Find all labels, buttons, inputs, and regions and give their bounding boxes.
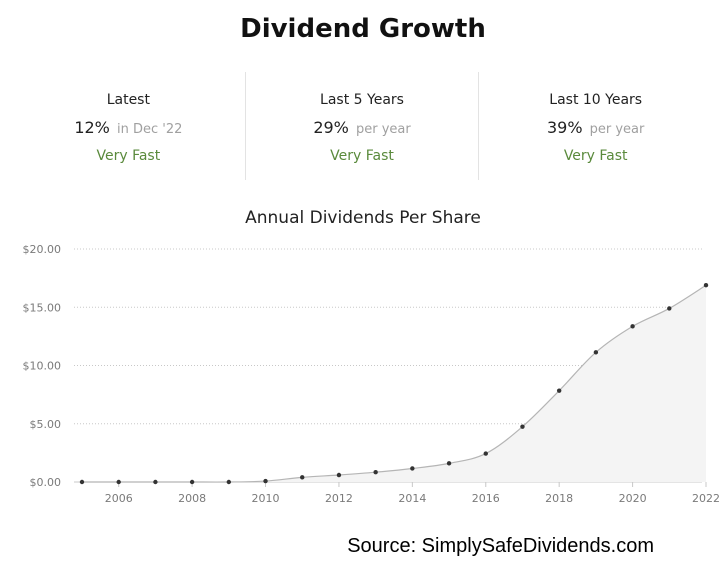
growth-stats: Latest 12% in Dec '22 Very Fast Last 5 Y… [12, 72, 712, 180]
page-title: Dividend Growth [240, 14, 486, 44]
x-tick-label: 2020 [619, 492, 647, 505]
stat-label: Latest [106, 92, 150, 108]
x-tick-label: 2012 [325, 492, 353, 505]
stat-value: 29% [313, 118, 349, 137]
x-tick-label: 2010 [252, 492, 280, 505]
data-point [336, 472, 342, 478]
stat-last-5-years: Last 5 Years 29% per year Very Fast [244, 72, 479, 180]
y-tick-label: $0.00 [30, 476, 62, 489]
stat-label: Last 10 Years [549, 92, 643, 108]
y-tick-label: $10.00 [23, 360, 62, 373]
data-point [556, 388, 562, 393]
data-point [593, 350, 599, 355]
y-tick-label: $5.00 [30, 418, 62, 431]
data-point [226, 479, 232, 485]
stat-value: 39% [546, 118, 583, 137]
chart-title: Annual Dividends Per Share [245, 208, 481, 228]
stat-last-10-years: Last 10 Years 39% per year Very Fast [478, 72, 712, 180]
stat-value-row: 29% per year [246, 118, 479, 137]
data-point [703, 283, 709, 288]
stat-value-row: 39% per year [479, 118, 712, 137]
data-point [410, 466, 415, 471]
series-line [82, 284, 707, 483]
data-point [263, 478, 268, 484]
data-point [446, 461, 452, 466]
data-point [153, 479, 158, 485]
y-tick-label: $15.00 [23, 301, 62, 314]
data-point [630, 324, 635, 329]
stat-value-row: 12% in Dec '22 [12, 118, 245, 137]
x-tick-label: 2008 [178, 492, 206, 505]
stat-sub: per year [589, 122, 645, 137]
series-area [82, 285, 706, 483]
x-tick-label: 2016 [472, 492, 500, 505]
source-credit: Source: SimplySafeDividends.com [347, 535, 654, 557]
x-tick-label: 2006 [105, 492, 133, 505]
data-point [483, 451, 488, 456]
x-tick-label: 2022 [692, 492, 720, 505]
stat-value: 12% [74, 118, 110, 137]
stat-sub: per year [355, 122, 411, 137]
x-tick-label: 2018 [545, 492, 573, 505]
stat-label: Last 5 Years [320, 92, 404, 108]
stat-sub: in Dec '22 [116, 122, 183, 137]
data-point [189, 479, 195, 485]
x-tick-label: 2014 [398, 492, 426, 505]
data-point [667, 306, 672, 311]
data-point [116, 479, 121, 485]
stat-latest: Latest 12% in Dec '22 Very Fast [12, 72, 245, 180]
stat-rating: Very Fast [563, 148, 628, 164]
stat-rating: Very Fast [96, 148, 161, 164]
data-point [373, 470, 378, 475]
y-tick-label: $20.00 [23, 243, 62, 256]
data-point [300, 475, 305, 480]
stat-rating: Very Fast [330, 148, 394, 164]
data-point [520, 424, 525, 429]
data-point [79, 479, 85, 485]
